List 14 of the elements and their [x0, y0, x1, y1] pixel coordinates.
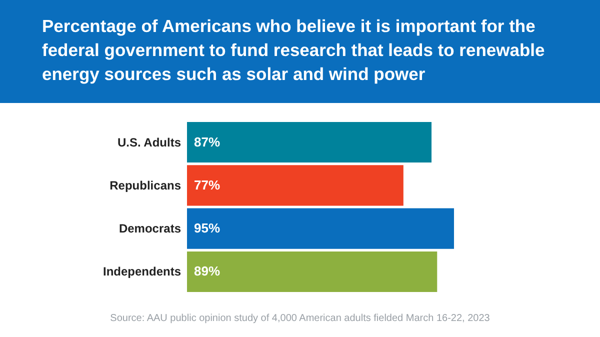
chart-title: Percentage of Americans who believe it is important for the federal government to fund research that leads to renewable energy sources such as solar and wind power — [42, 16, 546, 84]
data-label: 77% — [194, 177, 220, 192]
y-tick-label: Independents — [102, 264, 182, 279]
source-note: Source: AAU public opinion study of 4,000 American adults fielded March 16-22, 2023 — [110, 313, 490, 324]
data-label: 87% — [194, 134, 220, 150]
bar — [187, 251, 438, 292]
bar — [187, 122, 432, 163]
data-label: 95% — [194, 220, 220, 236]
bar — [187, 165, 404, 206]
data-label: 89% — [194, 264, 220, 279]
y-tick-label: U.S. Adults — [117, 135, 182, 150]
bar — [187, 208, 454, 249]
y-tick-label: Democrats — [118, 222, 182, 236]
y-tick-label: Republicans — [110, 178, 182, 192]
